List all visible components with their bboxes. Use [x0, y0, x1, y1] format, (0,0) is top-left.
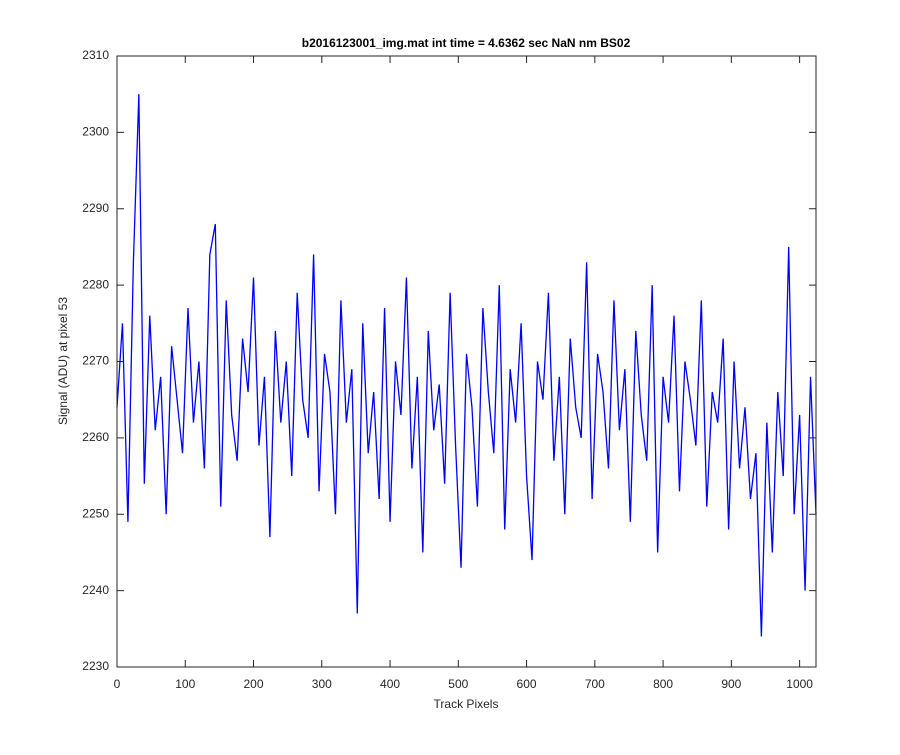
y-tick-label: 2260 [82, 430, 109, 444]
x-tick-label: 800 [653, 677, 673, 691]
y-axis-label: Signal (ADU) at pixel 53 [56, 297, 70, 425]
x-tick-label: 1000 [786, 677, 813, 691]
y-tick-label: 2270 [82, 354, 109, 368]
x-tick-label: 900 [721, 677, 741, 691]
x-tick-label: 100 [175, 677, 195, 691]
x-tick-label: 200 [244, 677, 264, 691]
y-tick-label: 2240 [82, 583, 109, 597]
x-tick-label: 600 [517, 677, 537, 691]
x-tick-label: 0 [114, 677, 121, 691]
x-tick-label: 400 [380, 677, 400, 691]
x-tick-label: 300 [312, 677, 332, 691]
data-line [116, 94, 817, 637]
axes-box [116, 55, 817, 668]
y-tick-label: 2290 [82, 201, 109, 215]
x-axis-label: Track Pixels [434, 697, 499, 711]
y-tick-label: 2300 [82, 125, 109, 139]
y-tick-label: 2280 [82, 277, 109, 291]
y-tick-label: 2230 [82, 659, 109, 673]
chart-title: b2016123001_img.mat int time = 4.6362 se… [302, 36, 631, 50]
y-tick-label: 2310 [82, 48, 109, 62]
x-tick-label: 700 [585, 677, 605, 691]
y-tick-label: 2250 [82, 506, 109, 520]
x-tick-label: 500 [448, 677, 468, 691]
